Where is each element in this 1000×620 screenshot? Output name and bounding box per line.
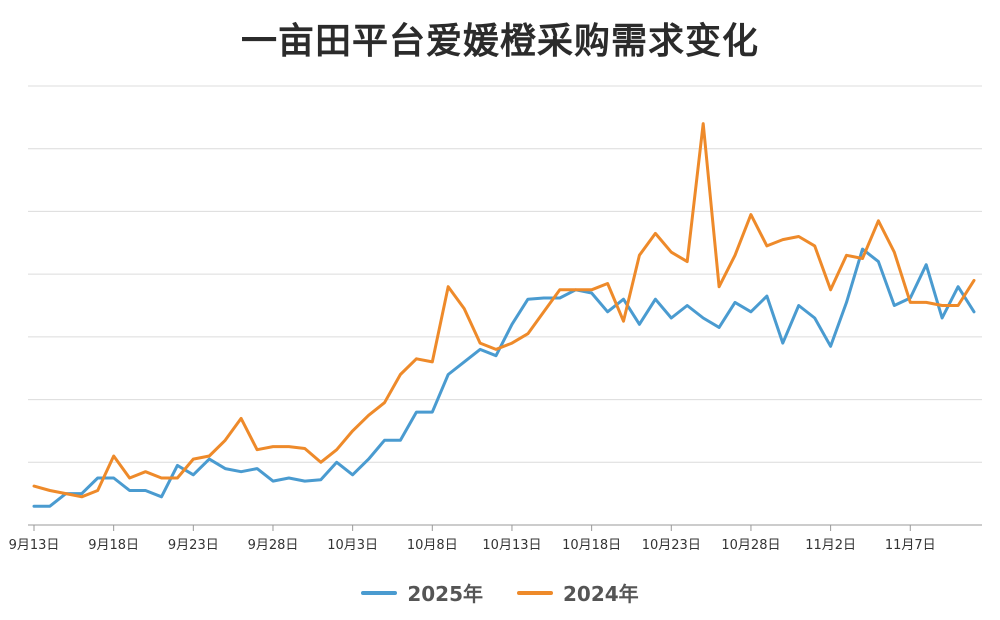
x-tick-label: 10月28日	[721, 538, 780, 553]
x-tick-label: 11月7日	[885, 538, 936, 553]
x-tick-label: 10月18日	[562, 538, 621, 553]
x-tick-label: 10月23日	[642, 538, 701, 553]
legend-item-2025: 2025年	[361, 578, 483, 607]
x-tick-label: 9月18日	[88, 538, 139, 553]
chart-title: 一亩田平台爱媛橙采购需求变化	[240, 21, 759, 62]
x-tick-label: 9月28日	[248, 538, 299, 553]
x-tick-label: 10月8日	[407, 538, 458, 553]
legend-swatch-2024	[517, 590, 553, 595]
x-tick-label: 9月13日	[9, 538, 60, 553]
legend: 2025年 2024年	[0, 578, 1000, 607]
x-tick-label: 10月3日	[327, 538, 378, 553]
legend-label-2024: 2024年	[563, 582, 639, 606]
series-line-2024	[32, 122, 976, 499]
x-tick-label: 10月13日	[482, 538, 541, 553]
x-tick-label: 9月23日	[168, 538, 219, 553]
x-tick-label: 11月2日	[805, 538, 856, 553]
legend-swatch-2025	[361, 590, 398, 595]
series-line-2025	[32, 247, 976, 508]
legend-label-2025: 2025年	[407, 582, 483, 606]
legend-item-2024: 2024年	[517, 578, 639, 607]
